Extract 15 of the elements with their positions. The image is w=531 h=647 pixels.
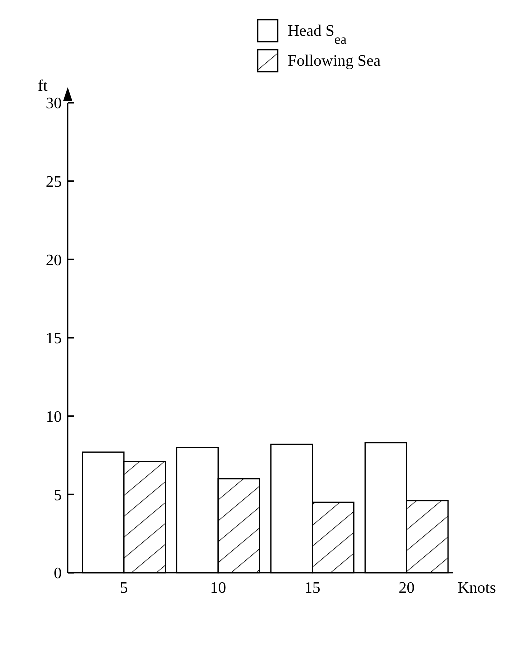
x-tick-label: 15	[304, 580, 321, 597]
legend-label: Head S$_{ea}$	[288, 23, 347, 46]
y-tick-label: 30	[46, 96, 62, 113]
y-axis-title: ft	[38, 78, 48, 95]
y-tick-label: 25	[46, 174, 62, 191]
y-tick-label: 5	[54, 487, 62, 504]
x-tick-label: 20	[398, 580, 415, 597]
x-tick-label: 5	[120, 580, 128, 597]
x-tick-label: 10	[210, 580, 226, 597]
y-tick-label: 20	[46, 252, 62, 270]
y-tick-label: 15	[46, 330, 62, 348]
y-tick-label: 0	[54, 566, 62, 583]
y-tick-label: 10	[46, 408, 62, 426]
legend-label: Following Sea	[288, 53, 381, 70]
x-axis-title: Knots	[458, 580, 496, 597]
